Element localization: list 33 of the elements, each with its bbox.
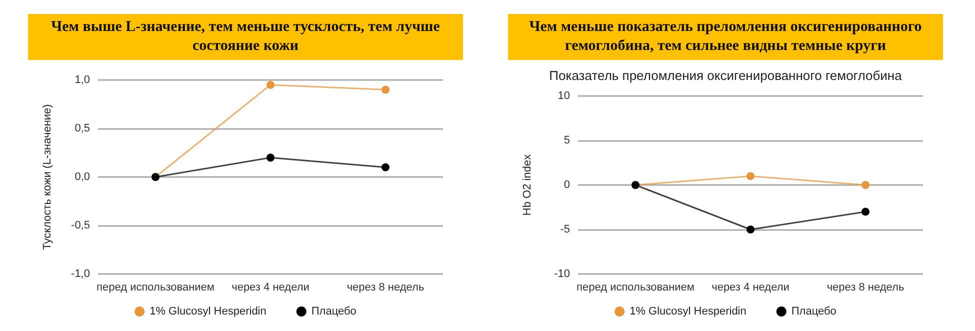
legend-label: 1% Glucosyl Hesperidin (630, 306, 746, 318)
y-tick-label: -5 (560, 224, 570, 236)
point (382, 86, 390, 94)
legend-label: Плацебо (311, 306, 356, 318)
x-tick-label: через 8 недель (346, 282, 424, 294)
x-tick-label: через 4 недели (232, 282, 310, 294)
x-tick-label: через 8 недель (826, 282, 904, 294)
point (862, 208, 870, 216)
y-tick-label: 0 (564, 179, 570, 191)
chart-title: Чем выше L-значение, тем меньше тусклость, тем лучше состояние кожи (28, 14, 463, 60)
point (746, 226, 754, 234)
point (862, 181, 870, 189)
point (266, 154, 274, 162)
legend-label: Плацебо (791, 306, 836, 318)
point (746, 172, 754, 180)
y-tick-label: -0,5 (71, 220, 90, 232)
y-axis-title: Тусклость кожи (L-значение) (42, 104, 54, 250)
y-axis-title: Hb O2 index (522, 154, 534, 216)
chart-title: Чем меньше показатель преломления оксигенированного гемоглобина, тем сильнее видны темные круги (508, 14, 943, 60)
x-tick-label: перед использованием (96, 282, 214, 294)
y-tick-label: 0,0 (74, 171, 90, 183)
chart-subtitle: Показатель преломления оксигенированного гемоглобина (549, 68, 903, 83)
x-tick-label: перед использованием (576, 282, 694, 294)
y-tick-label: 10 (558, 90, 570, 102)
y-tick-label: -10 (554, 268, 570, 280)
y-tick-label: 0,5 (74, 122, 90, 134)
y-tick-label: 1,0 (74, 74, 90, 86)
x-tick-label: через 4 недели (712, 282, 790, 294)
y-tick-label: -1,0 (71, 268, 90, 280)
y-tick-label: 5 (564, 134, 570, 146)
point (382, 163, 390, 172)
point (266, 80, 274, 89)
legend-label: 1% Glucosyl Hesperidin (150, 306, 266, 318)
